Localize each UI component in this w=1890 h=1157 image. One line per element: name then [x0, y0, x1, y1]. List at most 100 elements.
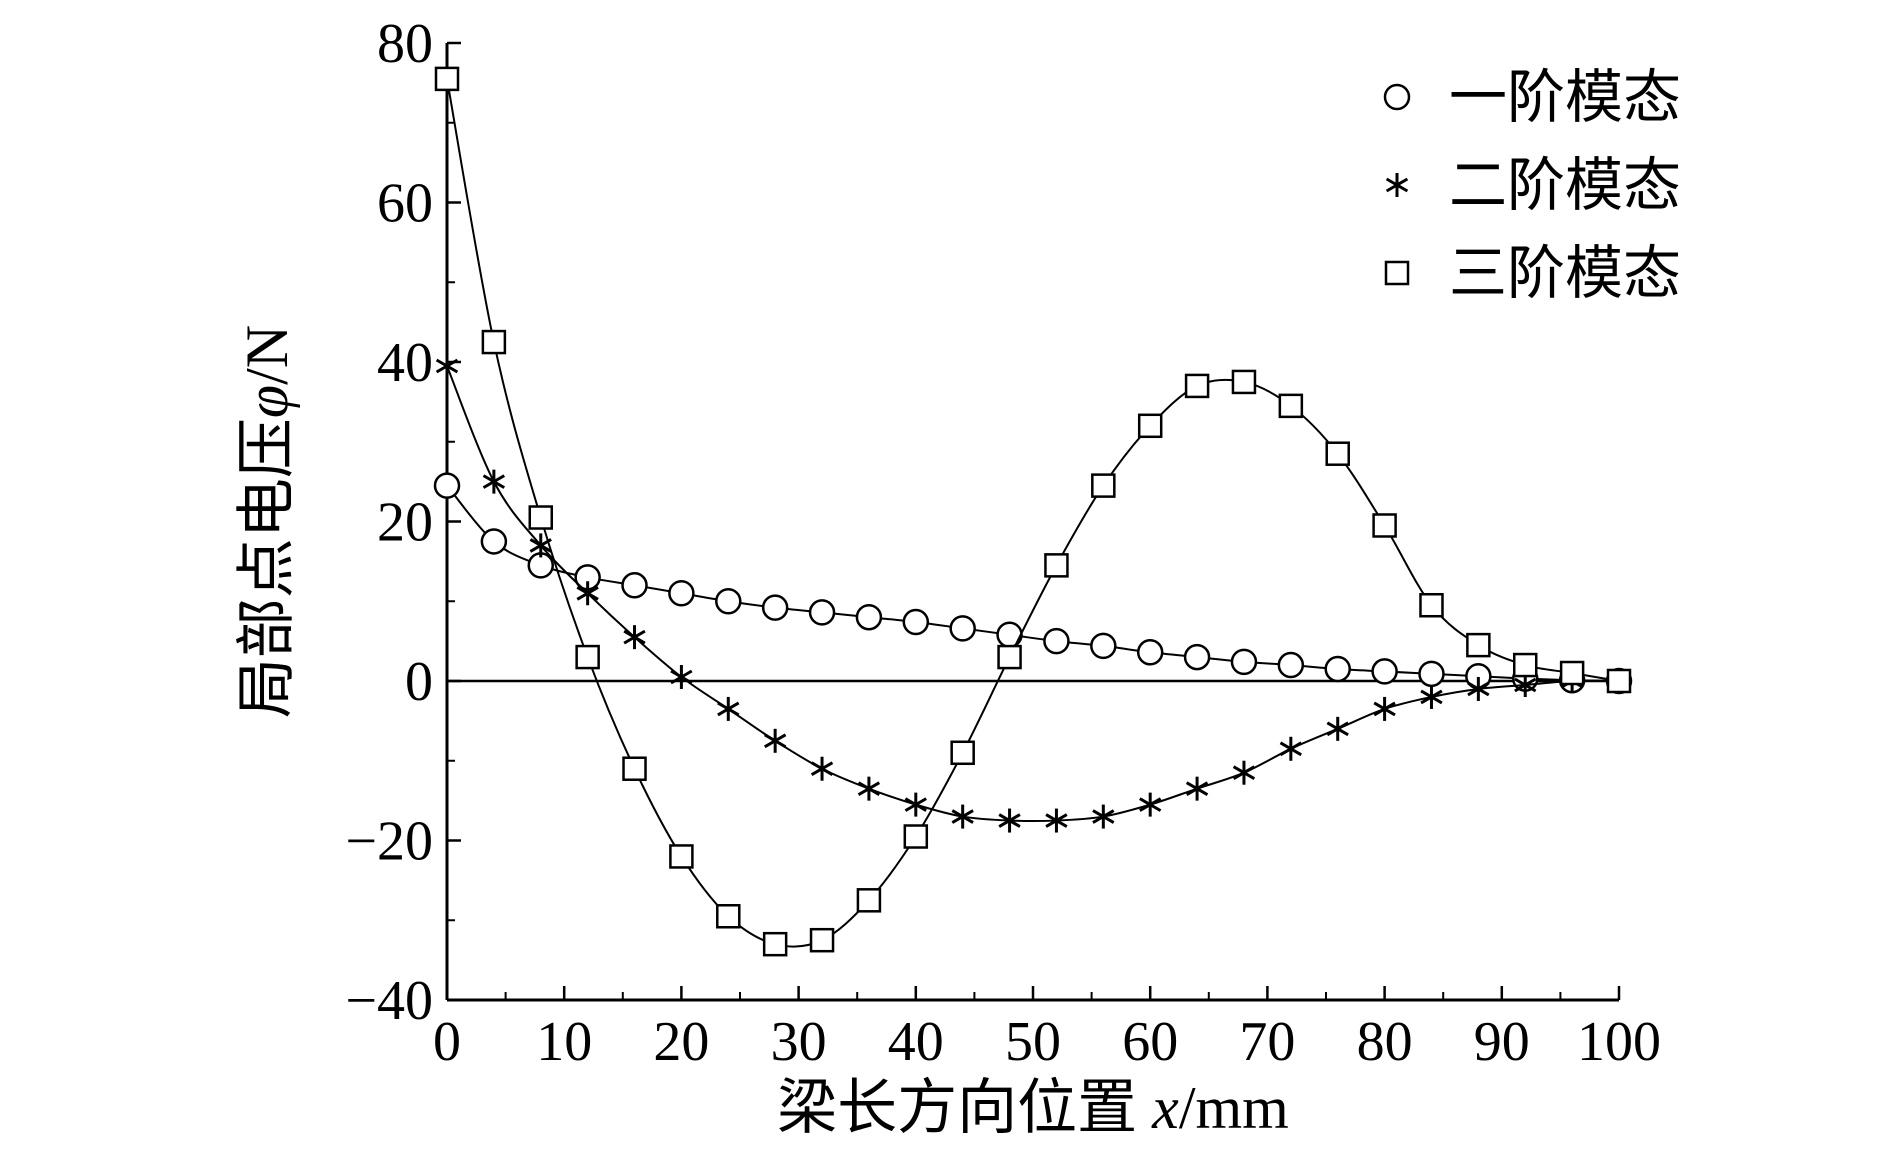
- data-point-mode-3: [997, 644, 1022, 670]
- data-point-mode-3: [1137, 413, 1163, 439]
- y-tick-label: −20: [345, 811, 433, 873]
- asterisk-stroke: [951, 809, 974, 824]
- data-point-mode-2: [904, 792, 927, 817]
- asterisk-stroke: [670, 669, 693, 685]
- x-tick-label: 60: [1122, 1011, 1178, 1073]
- asterisk-stroke: [576, 585, 599, 601]
- data-point-mode-3: [481, 329, 507, 355]
- data-point-mode-3: [1278, 393, 1304, 419]
- data-point-mode-1: [1043, 627, 1070, 655]
- asterisk-stroke: [764, 733, 787, 749]
- data-point-mode-1: [1136, 639, 1164, 666]
- asterisk-stroke: [1467, 681, 1490, 697]
- data-point-mode-2: [1139, 792, 1162, 817]
- data-point-mode-3: [1512, 652, 1538, 678]
- data-point-mode-3: [1091, 473, 1116, 498]
- asterisk-stroke: [1139, 797, 1162, 812]
- data-point-mode-1: [1090, 632, 1117, 660]
- data-point-mode-3: [1419, 592, 1444, 618]
- y-axis-label-var: φ: [234, 385, 300, 418]
- asterisk-stroke: [1279, 741, 1302, 757]
- legend-label-mode-2: 二阶模态: [1449, 153, 1681, 218]
- data-point-mode-2: [998, 808, 1021, 833]
- data-point-mode-2: [1373, 696, 1396, 721]
- asterisk-stroke: [717, 701, 740, 717]
- data-point-mode-1: [1324, 655, 1351, 683]
- asterisk-stroke: [623, 629, 646, 645]
- x-tick-label: 100: [1577, 1011, 1661, 1073]
- data-point-mode-1: [949, 615, 976, 642]
- data-point-mode-2: [810, 756, 834, 781]
- legend-marker-mode-2: [1385, 173, 1409, 197]
- data-point-mode-2: [623, 625, 646, 650]
- data-point-mode-1: [1371, 658, 1398, 685]
- data-point-mode-1: [902, 608, 930, 636]
- y-axis-label-unit: /N: [234, 325, 300, 385]
- x-tick-label: 30: [771, 1011, 827, 1073]
- asterisk-stroke: [1514, 677, 1537, 693]
- data-point-mode-1: [1183, 643, 1211, 671]
- data-point-mode-2: [1232, 760, 1256, 785]
- asterisk-stroke: [998, 813, 1021, 828]
- asterisk-stroke: [810, 761, 834, 777]
- legend-label-mode-3: 三阶模态: [1449, 241, 1681, 306]
- asterisk-stroke: [1326, 721, 1349, 737]
- data-point-mode-1: [808, 599, 836, 626]
- data-point-mode-3: [762, 931, 788, 957]
- data-point-mode-1: [1418, 660, 1445, 688]
- x-axis-label: 梁长方向位置 x/mm: [777, 1075, 1289, 1141]
- data-point-mode-1: [855, 603, 883, 631]
- data-point-mode-2: [764, 728, 787, 753]
- asterisk-stroke: [1420, 689, 1443, 705]
- asterisk-stroke: [1385, 177, 1409, 193]
- data-point-mode-3: [1184, 373, 1210, 399]
- x-tick-label: 0: [433, 1011, 461, 1073]
- x-axis-label-text: 梁长方向位置: [777, 1075, 1152, 1141]
- y-tick-label: 80: [377, 13, 433, 75]
- data-point-mode-3: [575, 644, 600, 670]
- y-tick-label: −40: [345, 970, 433, 1032]
- data-point-mode-2: [1092, 804, 1115, 829]
- data-point-mode-2: [576, 581, 599, 606]
- x-tick-label: 50: [1005, 1011, 1061, 1073]
- data-point-mode-2: [1326, 716, 1349, 741]
- x-axis-label-unit: /mm: [1179, 1075, 1289, 1141]
- legend-marker-mode-1: [1383, 83, 1411, 111]
- asterisk-stroke: [1185, 781, 1209, 796]
- data-point-mode-3: [669, 844, 694, 869]
- x-tick-label: 70: [1239, 1011, 1295, 1073]
- series-mode-2: [435, 353, 1631, 833]
- data-point-mode-2: [951, 804, 974, 829]
- asterisk-stroke: [1092, 809, 1115, 824]
- asterisk-stroke: [1373, 701, 1396, 717]
- data-point-mode-1: [668, 580, 695, 607]
- data-point-mode-3: [1231, 369, 1257, 395]
- asterisk-stroke: [1232, 765, 1256, 781]
- x-axis-label-var: x: [1151, 1075, 1179, 1141]
- data-point-mode-1: [433, 472, 461, 499]
- data-point-mode-2: [1185, 776, 1209, 801]
- data-point-mode-3: [809, 927, 835, 953]
- x-tick-label: 40: [888, 1011, 944, 1073]
- axes: 0 10 20 30 40 50 60 70 80 90 100 −40 −20 0 20 40 60 80: [345, 13, 1661, 1073]
- data-point-mode-3: [1606, 668, 1632, 694]
- series-mode-1: [433, 472, 1633, 695]
- y-axis-label: 局部点电压φ/N: [234, 325, 300, 718]
- data-point-mode-3: [1466, 632, 1491, 658]
- data-point-mode-1: [1230, 648, 1258, 676]
- data-point-mode-3: [1325, 441, 1350, 466]
- asterisk-stroke: [857, 781, 881, 796]
- data-point-mode-3: [903, 824, 929, 849]
- data-point-mode-2: [670, 665, 693, 690]
- asterisk-stroke: [1045, 813, 1068, 828]
- asterisk-stroke: [529, 538, 552, 553]
- data-point-mode-3: [528, 505, 554, 530]
- data-point-mode-2: [857, 776, 881, 801]
- series-layer: [433, 66, 1633, 957]
- data-point-mode-3: [950, 740, 975, 766]
- legend-marker-mode-3: [1384, 260, 1410, 286]
- data-point-mode-3: [856, 888, 882, 913]
- data-point-mode-2: [1467, 676, 1490, 701]
